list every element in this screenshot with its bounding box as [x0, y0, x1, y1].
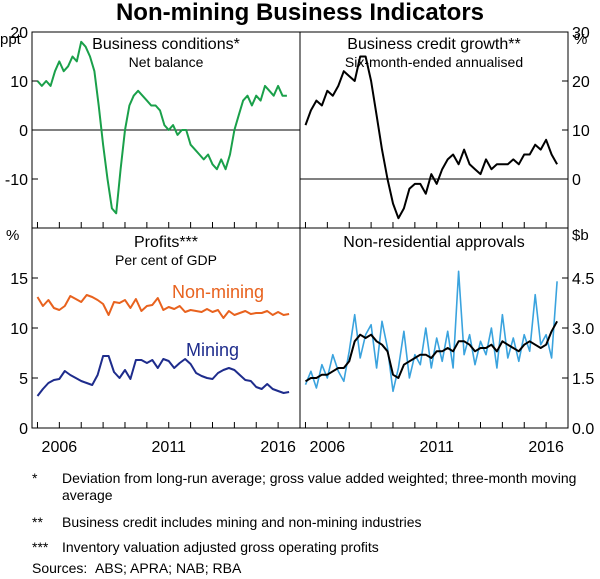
note-1-text: Deviation from long-run average; gross v…	[62, 470, 577, 503]
note-3-text: Inventory valuation adjusted gross opera…	[62, 539, 379, 555]
x-tick-label-3-1: 2011	[152, 439, 187, 456]
panel3-title: Profits***	[134, 234, 198, 251]
y-tick-label-2-0: 0	[572, 172, 581, 189]
y-tick-label-3-3: 15	[10, 271, 28, 288]
y-tick-label-3-1: 5	[19, 371, 28, 388]
x-tick-label-3-2: 2016	[260, 439, 296, 456]
series-line-4-trend	[304, 320, 558, 383]
panel2-title: Business credit growth**	[347, 36, 520, 53]
panel4-title: Non-residential approvals	[343, 234, 524, 251]
unit-ppt: ppt	[0, 31, 22, 48]
series-line-3-non-mining	[36, 294, 290, 319]
y-tick-label-4-3: 4.5	[572, 271, 594, 288]
y-tick-label-2-1: 10	[572, 123, 590, 140]
panel1-title: Business conditions*	[92, 36, 240, 53]
x-tick-label-3-0: 2006	[42, 439, 78, 456]
y-tick-label-1-2: 10	[10, 74, 28, 91]
y-tick-label-3-2: 10	[10, 321, 28, 338]
y-tick-label-1-0: -10	[5, 172, 28, 189]
unit-percent-top: %	[574, 31, 587, 48]
unit-percent-bottom: %	[6, 227, 19, 244]
note-1-mark: *	[32, 470, 38, 486]
y-tick-label-1-1: 0	[19, 123, 28, 140]
y-tick-label-2-3: 30	[572, 25, 590, 42]
label-non-mining: Non-mining	[172, 282, 264, 302]
series-line-3-mining	[36, 355, 290, 397]
figure-title: Non-mining Business Indicators	[116, 0, 484, 26]
note-2-mark: **	[32, 514, 43, 530]
note-1: * Deviation from long-run average; gross…	[0, 470, 600, 506]
unit-billions: $b	[572, 227, 589, 244]
label-mining: Mining	[186, 340, 239, 360]
x-tick-label-4-0: 2006	[310, 439, 346, 456]
y-tick-label-2-2: 20	[572, 74, 590, 91]
chart-marks: -10 0 10 20 0 10 20 30 0 5 10 15 2006 2011 2016 0.0 1.5 3…	[5, 25, 594, 456]
note-2: ** Business credit includes mining and n…	[0, 514, 600, 532]
panel2-subtitle: Six-month-ended annualised	[345, 54, 523, 70]
sources: Sources: ABS; APRA; NAB; RBA	[32, 560, 242, 576]
series-line-1-business-conditions	[36, 40, 287, 215]
note-3: *** Inventory valuation adjusted gross o…	[0, 539, 600, 557]
y-tick-label-4-0: 0.0	[572, 421, 594, 438]
panel1-subtitle: Net balance	[129, 54, 204, 70]
y-tick-label-1-3: 20	[10, 25, 28, 42]
y-tick-label-4-1: 1.5	[572, 371, 594, 388]
note-2-text: Business credit includes mining and non-…	[62, 514, 422, 530]
note-3-mark: ***	[32, 539, 49, 555]
series-line-2-business-credit-growth	[304, 55, 558, 220]
x-tick-label-4-2: 2016	[528, 439, 564, 456]
y-tick-label-4-2: 3.0	[572, 321, 594, 338]
x-tick-label-4-1: 2011	[420, 439, 455, 456]
series-line-4-monthly	[304, 270, 558, 393]
y-tick-label-3-0: 0	[19, 421, 28, 438]
panel3-subtitle: Per cent of GDP	[115, 252, 217, 268]
